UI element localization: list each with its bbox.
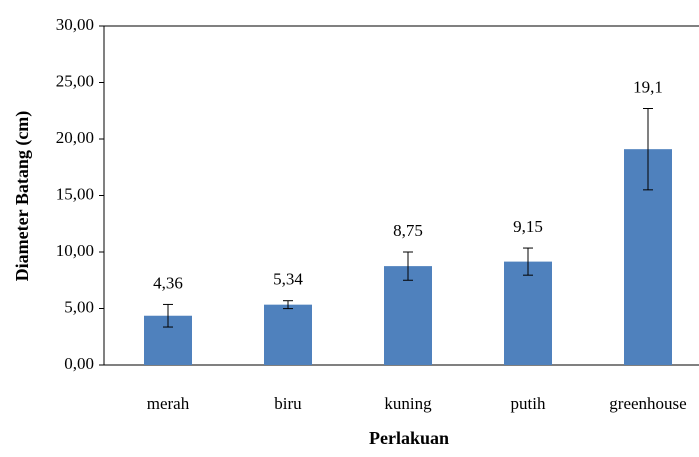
- y-tick-label: 0,00: [64, 354, 94, 373]
- y-tick-label: 15,00: [56, 184, 94, 203]
- x-tick-label: putih: [511, 394, 546, 413]
- y-tick-label: 30,00: [56, 15, 94, 34]
- bar: [384, 266, 432, 365]
- y-axis-title: Diameter Batang (cm): [12, 111, 33, 282]
- value-label: 4,36: [153, 273, 183, 292]
- bar: [504, 261, 552, 365]
- value-label: 5,34: [273, 270, 303, 289]
- value-label: 9,15: [513, 217, 543, 236]
- y-tick-label: 25,00: [56, 71, 94, 90]
- value-label: 8,75: [393, 221, 423, 240]
- y-tick-label: 5,00: [64, 297, 94, 316]
- x-tick-label: biru: [274, 394, 302, 413]
- x-tick-label: greenhouse: [609, 394, 686, 413]
- value-label: 19,1: [633, 77, 663, 96]
- bar: [264, 304, 312, 365]
- y-tick-label: 20,00: [56, 128, 94, 147]
- x-tick-label: merah: [147, 394, 190, 413]
- x-tick-label: kuning: [384, 394, 432, 413]
- x-axis-title: Perlakuan: [369, 428, 449, 448]
- y-tick-label: 10,00: [56, 241, 94, 260]
